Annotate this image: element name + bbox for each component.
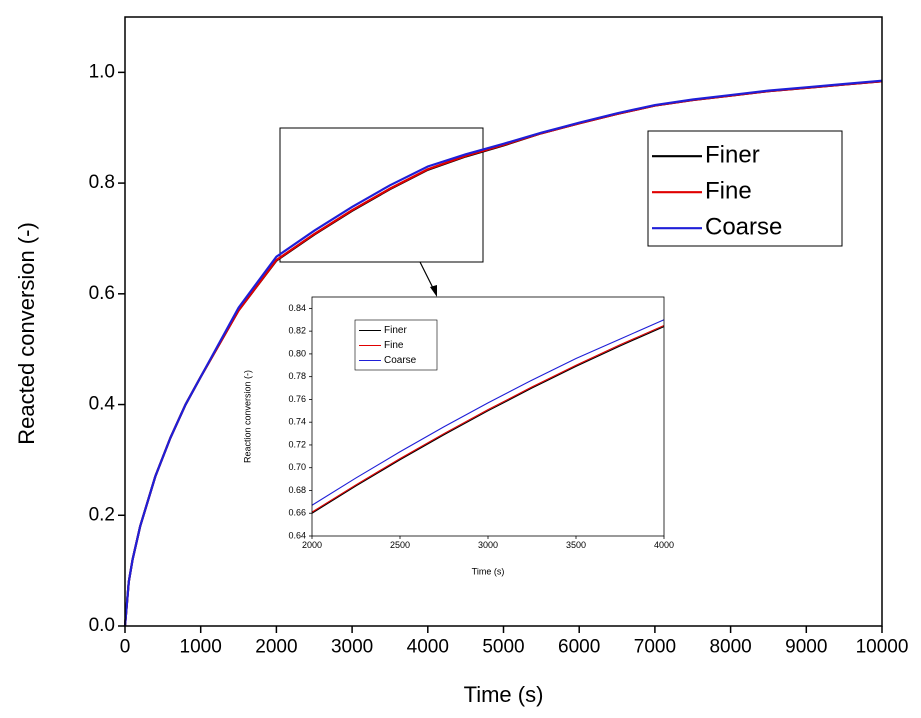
x-axis-label: Time (s) xyxy=(472,566,505,576)
x-axis-label: Time (s) xyxy=(464,682,544,707)
y-tick-label: 0.4 xyxy=(89,394,116,415)
y-tick-label: 0.66 xyxy=(288,508,306,518)
x-tick-label: 4000 xyxy=(654,540,674,550)
legend-label: Fine xyxy=(384,340,404,351)
y-tick-label: 0.64 xyxy=(288,530,306,540)
x-tick-label: 6000 xyxy=(558,636,600,657)
y-tick-label: 0.80 xyxy=(288,348,306,358)
y-tick-label: 0.8 xyxy=(89,172,115,193)
x-tick-label: 1000 xyxy=(180,636,222,657)
y-tick-label: 0.78 xyxy=(288,371,306,381)
y-tick-label: 0.84 xyxy=(288,303,306,313)
y-tick-label: 0.68 xyxy=(288,485,306,495)
y-tick-label: 0.0 xyxy=(89,615,115,636)
arrow-head xyxy=(430,285,437,297)
series-line xyxy=(311,324,665,513)
legend-label: Coarse xyxy=(705,214,782,241)
y-tick-label: 0.74 xyxy=(288,417,306,427)
y-tick-label: 0.76 xyxy=(288,394,306,404)
legend-label: Finer xyxy=(705,142,760,169)
x-tick-label: 4000 xyxy=(407,636,449,657)
zoom-arrow xyxy=(419,261,435,291)
legend-label: Fine xyxy=(705,178,752,205)
x-tick-label: 2000 xyxy=(255,636,297,657)
x-tick-label: 3000 xyxy=(331,636,373,657)
y-tick-label: 1.0 xyxy=(89,61,115,82)
y-tick-label: 0.70 xyxy=(288,462,306,472)
x-tick-label: 2000 xyxy=(302,540,322,550)
y-tick-label: 0.6 xyxy=(89,283,115,304)
x-tick-label: 10000 xyxy=(856,636,909,657)
x-tick-label: 5000 xyxy=(482,636,524,657)
series-line xyxy=(123,79,883,627)
x-tick-label: 3000 xyxy=(478,540,498,550)
legend-label: Finer xyxy=(384,325,407,336)
x-tick-label: 2500 xyxy=(390,540,410,550)
x-tick-label: 3500 xyxy=(566,540,586,550)
legend-box xyxy=(647,130,843,247)
y-axis-label: Reacted conversion (-) xyxy=(14,222,39,445)
legend-label: Coarse xyxy=(384,355,417,366)
series-line xyxy=(311,326,665,514)
y-tick-label: 0.2 xyxy=(89,504,115,525)
x-tick-label: 9000 xyxy=(785,636,827,657)
y-tick-label: 0.82 xyxy=(288,326,306,336)
x-tick-label: 0 xyxy=(120,636,131,657)
y-tick-label: 0.72 xyxy=(288,439,306,449)
y-axis-label: Reaction conversion (-) xyxy=(242,370,252,463)
zoom-box xyxy=(279,127,484,263)
x-tick-label: 8000 xyxy=(709,636,751,657)
series-line xyxy=(311,319,665,506)
x-tick-label: 7000 xyxy=(634,636,676,657)
